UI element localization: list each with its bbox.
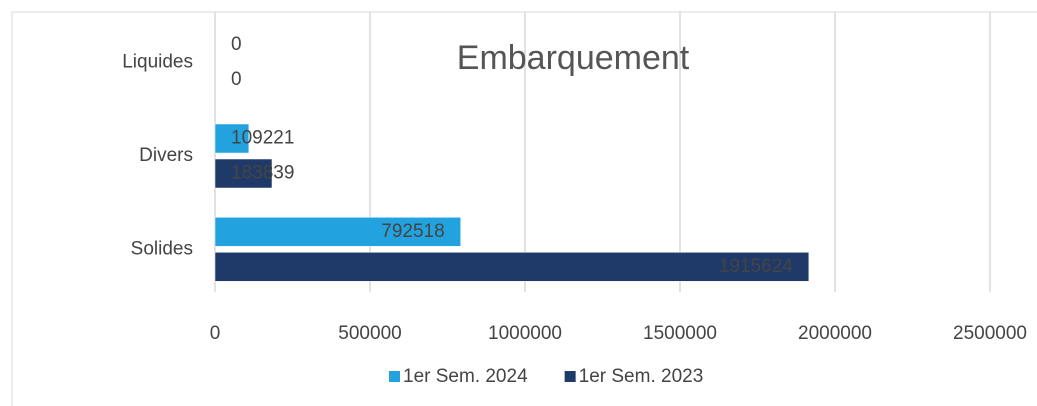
chart-border xyxy=(11,11,1037,406)
data-label: 0 xyxy=(231,34,242,55)
data-label: 109221 xyxy=(231,128,294,149)
y-tick-label: Solides xyxy=(131,238,193,259)
bars xyxy=(214,123,810,282)
legend-label: 1er Sem. 2023 xyxy=(579,366,704,387)
bar xyxy=(214,252,810,282)
data-label: 1915624 xyxy=(719,256,793,277)
legend-swatch xyxy=(564,371,576,382)
legend-swatch xyxy=(389,371,400,382)
x-tick-label: 1500000 xyxy=(643,323,717,344)
legend-label: 1er Sem. 2024 xyxy=(403,366,528,387)
bar xyxy=(214,123,250,154)
bar xyxy=(214,217,461,247)
x-tick-label: 1000000 xyxy=(488,323,562,344)
grid xyxy=(214,12,991,292)
x-tick-label: 2500000 xyxy=(953,323,1027,344)
x-tick-label: 0 xyxy=(210,323,221,344)
y-tick-label: Divers xyxy=(139,145,193,166)
bar xyxy=(214,158,273,189)
y-tick-label: Liquides xyxy=(122,52,193,73)
x-tick-label: 500000 xyxy=(338,323,401,344)
x-tick-label: 2000000 xyxy=(798,323,872,344)
data-label: 183839 xyxy=(231,163,294,184)
chart-title: Embarquement xyxy=(457,39,690,77)
data-label: 0 xyxy=(231,69,242,90)
data-label: 792518 xyxy=(381,221,444,242)
